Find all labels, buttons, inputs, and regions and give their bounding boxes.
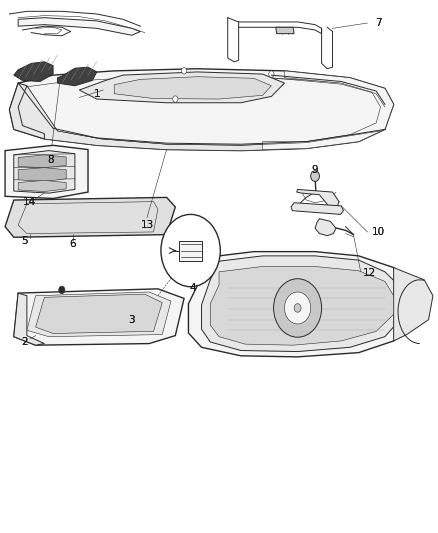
Polygon shape [14, 151, 75, 193]
Circle shape [311, 171, 319, 181]
Text: 12: 12 [363, 268, 376, 278]
Circle shape [161, 214, 220, 287]
Polygon shape [79, 72, 285, 103]
Text: 9: 9 [312, 165, 318, 175]
Polygon shape [18, 167, 66, 181]
Polygon shape [5, 146, 88, 198]
Polygon shape [210, 266, 394, 345]
Text: 2: 2 [21, 337, 28, 347]
Polygon shape [18, 180, 66, 191]
Text: 8: 8 [48, 155, 54, 165]
Polygon shape [10, 83, 44, 139]
Polygon shape [315, 219, 336, 236]
Text: 13: 13 [140, 220, 154, 230]
Text: 5: 5 [21, 236, 28, 246]
Polygon shape [276, 27, 294, 34]
Text: 4: 4 [190, 283, 196, 293]
Circle shape [181, 68, 187, 74]
Text: 10: 10 [372, 227, 385, 237]
Text: 13: 13 [140, 220, 154, 230]
Text: 12: 12 [363, 268, 376, 278]
Polygon shape [201, 256, 403, 352]
Text: 9: 9 [312, 165, 318, 175]
Polygon shape [18, 18, 141, 35]
Text: 6: 6 [69, 239, 76, 249]
Circle shape [285, 292, 311, 324]
Circle shape [59, 286, 65, 294]
Polygon shape [394, 268, 433, 341]
Circle shape [269, 71, 274, 77]
Circle shape [294, 304, 301, 312]
Polygon shape [5, 197, 175, 237]
Text: 4: 4 [190, 283, 196, 293]
Text: 7: 7 [375, 18, 381, 28]
Circle shape [85, 70, 91, 77]
Text: 1: 1 [93, 88, 100, 99]
Text: 3: 3 [128, 314, 135, 325]
Polygon shape [57, 67, 97, 86]
Polygon shape [35, 294, 162, 334]
Polygon shape [10, 69, 394, 151]
Polygon shape [291, 203, 343, 214]
Text: 3: 3 [128, 314, 135, 325]
Text: 7: 7 [375, 18, 381, 28]
Text: 1: 1 [93, 88, 100, 99]
Circle shape [173, 96, 178, 102]
Polygon shape [297, 189, 339, 207]
Polygon shape [188, 252, 416, 357]
Polygon shape [179, 241, 202, 261]
Polygon shape [263, 71, 394, 150]
Text: 8: 8 [48, 155, 54, 165]
Text: 14: 14 [22, 197, 36, 207]
Polygon shape [114, 77, 272, 99]
Polygon shape [27, 292, 171, 337]
Polygon shape [14, 293, 44, 345]
Text: 14: 14 [22, 197, 36, 207]
Text: 10: 10 [372, 227, 385, 237]
Text: 5: 5 [21, 236, 28, 246]
Text: 2: 2 [21, 337, 28, 347]
Text: 6: 6 [69, 239, 76, 249]
Polygon shape [14, 62, 53, 82]
Circle shape [274, 279, 321, 337]
Polygon shape [14, 289, 184, 345]
Polygon shape [18, 155, 66, 167]
Polygon shape [14, 83, 385, 151]
